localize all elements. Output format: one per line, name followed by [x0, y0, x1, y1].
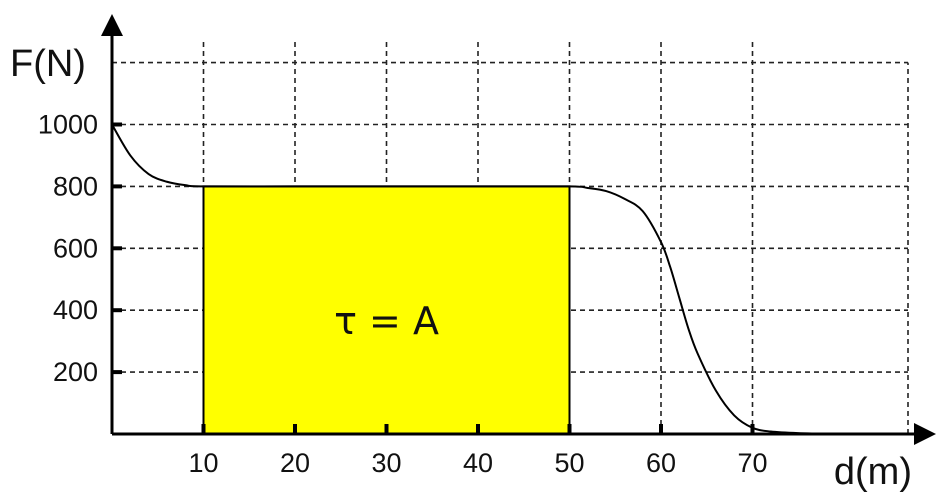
x-tick-label: 60 [646, 448, 676, 478]
tick-marks [112, 122, 755, 434]
x-tick-label: 30 [371, 448, 401, 478]
tick-labels: 10 20 30 40 50 60 70 200 400 600 800 1000 [38, 110, 768, 479]
y-tick-label: 600 [53, 233, 98, 263]
x-tick-label: 50 [554, 448, 584, 478]
axes [101, 14, 936, 445]
y-tick-label: 400 [53, 295, 98, 325]
x-axis-arrowhead [914, 423, 936, 445]
x-tick-label: 10 [188, 448, 218, 478]
y-tick-label: 800 [53, 171, 98, 201]
area-label: τ = A [334, 299, 439, 343]
y-tick-label: 200 [53, 357, 98, 387]
x-tick-label: 40 [463, 448, 493, 478]
x-tick-label: 70 [737, 448, 767, 478]
x-tick-label: 20 [280, 448, 310, 478]
force-curve [111, 123, 845, 435]
x-axis-title: d(m) [834, 451, 912, 493]
y-axis-arrowhead [101, 14, 123, 36]
y-axis-title: F(N) [10, 43, 86, 85]
y-tick-label: 1000 [38, 110, 98, 140]
